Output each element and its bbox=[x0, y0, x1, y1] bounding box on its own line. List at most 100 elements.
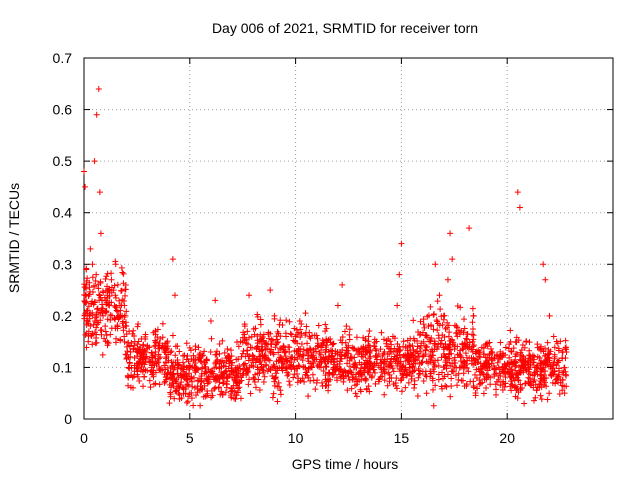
cloud-point bbox=[102, 287, 109, 294]
cloud-point bbox=[271, 378, 278, 385]
cloud-point bbox=[426, 353, 433, 360]
cloud-point bbox=[549, 369, 556, 376]
cloud-point bbox=[537, 365, 544, 372]
data-point bbox=[381, 348, 388, 355]
y-tick-label: 0.3 bbox=[53, 256, 73, 272]
cloud-point bbox=[156, 365, 163, 372]
data-point bbox=[246, 292, 253, 299]
cloud-point bbox=[371, 336, 378, 343]
cloud-point bbox=[555, 347, 562, 354]
data-point bbox=[104, 292, 111, 299]
cloud-point bbox=[201, 359, 208, 366]
data-point bbox=[108, 276, 115, 283]
cloud-point bbox=[260, 367, 267, 374]
cloud-point bbox=[472, 392, 479, 399]
cloud-point bbox=[203, 357, 210, 364]
cloud-point bbox=[420, 338, 427, 345]
cloud-point bbox=[414, 393, 421, 400]
data-point bbox=[207, 318, 214, 325]
cloud-point bbox=[353, 334, 360, 341]
cloud-point bbox=[286, 378, 293, 385]
cloud-point bbox=[562, 337, 569, 344]
cloud-point bbox=[117, 337, 124, 344]
y-tick-label: 0.4 bbox=[53, 205, 73, 221]
cloud-point bbox=[307, 335, 314, 342]
cloud-point bbox=[135, 346, 142, 353]
cloud-point bbox=[447, 346, 454, 353]
cloud-point bbox=[270, 361, 277, 368]
cloud-point bbox=[290, 363, 297, 370]
cloud-point bbox=[473, 366, 480, 373]
cloud-point bbox=[344, 387, 351, 394]
cloud-point bbox=[140, 383, 147, 390]
data-point bbox=[97, 230, 104, 237]
cloud-point bbox=[497, 339, 504, 346]
cloud-point bbox=[485, 361, 492, 368]
cloud-point bbox=[269, 394, 276, 401]
cloud-point bbox=[180, 368, 187, 375]
cloud-point bbox=[415, 350, 422, 357]
data-point bbox=[491, 354, 498, 361]
cloud-point bbox=[172, 343, 179, 350]
cloud-point bbox=[484, 340, 491, 347]
data-point bbox=[334, 302, 341, 309]
cloud-point bbox=[83, 344, 90, 351]
cloud-point bbox=[123, 330, 130, 337]
cloud-point bbox=[431, 368, 438, 375]
cloud-point bbox=[208, 335, 215, 342]
cloud-point bbox=[434, 318, 441, 325]
cloud-point bbox=[467, 378, 474, 385]
cloud-point bbox=[126, 365, 133, 372]
cloud-point bbox=[298, 321, 305, 328]
cloud-point bbox=[250, 359, 257, 366]
cloud-point bbox=[380, 336, 387, 343]
cloud-point bbox=[515, 377, 522, 384]
cloud-point bbox=[99, 351, 106, 358]
cloud-point bbox=[502, 380, 509, 387]
cloud-point bbox=[282, 330, 289, 337]
data-point bbox=[396, 271, 403, 278]
cloud-point bbox=[492, 381, 499, 388]
cloud-point bbox=[562, 371, 569, 378]
cloud-point bbox=[84, 307, 91, 314]
data-point bbox=[112, 261, 119, 268]
cloud-point bbox=[395, 346, 402, 353]
y-tick-label: 0.7 bbox=[53, 50, 73, 66]
data-point bbox=[389, 333, 396, 340]
data-point bbox=[461, 364, 468, 371]
cloud-point bbox=[427, 373, 434, 380]
cloud-point bbox=[212, 359, 219, 366]
cloud-point bbox=[540, 348, 547, 355]
cloud-point bbox=[82, 298, 89, 305]
cloud-point bbox=[379, 352, 386, 359]
cloud-point bbox=[508, 387, 515, 394]
cloud-point bbox=[228, 368, 235, 375]
cloud-point bbox=[469, 319, 476, 326]
data-point bbox=[114, 281, 121, 288]
cloud-point bbox=[170, 370, 177, 377]
cloud-point bbox=[340, 378, 347, 385]
cloud-point bbox=[219, 390, 226, 397]
cloud-point bbox=[292, 337, 299, 344]
cloud-point bbox=[273, 358, 280, 365]
data-point bbox=[110, 287, 117, 294]
cloud-point bbox=[435, 362, 442, 369]
cloud-point bbox=[392, 382, 399, 389]
cloud-point bbox=[228, 347, 235, 354]
data-point bbox=[237, 338, 244, 345]
cloud-point bbox=[101, 335, 108, 342]
cloud-point bbox=[151, 360, 158, 367]
cloud-point bbox=[460, 377, 467, 384]
cloud-point bbox=[411, 354, 418, 361]
cloud-point bbox=[211, 385, 218, 392]
cloud-point bbox=[96, 309, 103, 316]
cloud-point bbox=[303, 349, 310, 356]
cloud-point bbox=[400, 338, 407, 345]
cloud-point bbox=[546, 390, 553, 397]
data-point bbox=[449, 256, 456, 263]
data-point bbox=[368, 374, 375, 381]
cloud-point bbox=[506, 341, 513, 348]
cloud-point bbox=[459, 346, 466, 353]
cloud-point bbox=[559, 354, 566, 361]
cloud-point bbox=[197, 358, 204, 365]
